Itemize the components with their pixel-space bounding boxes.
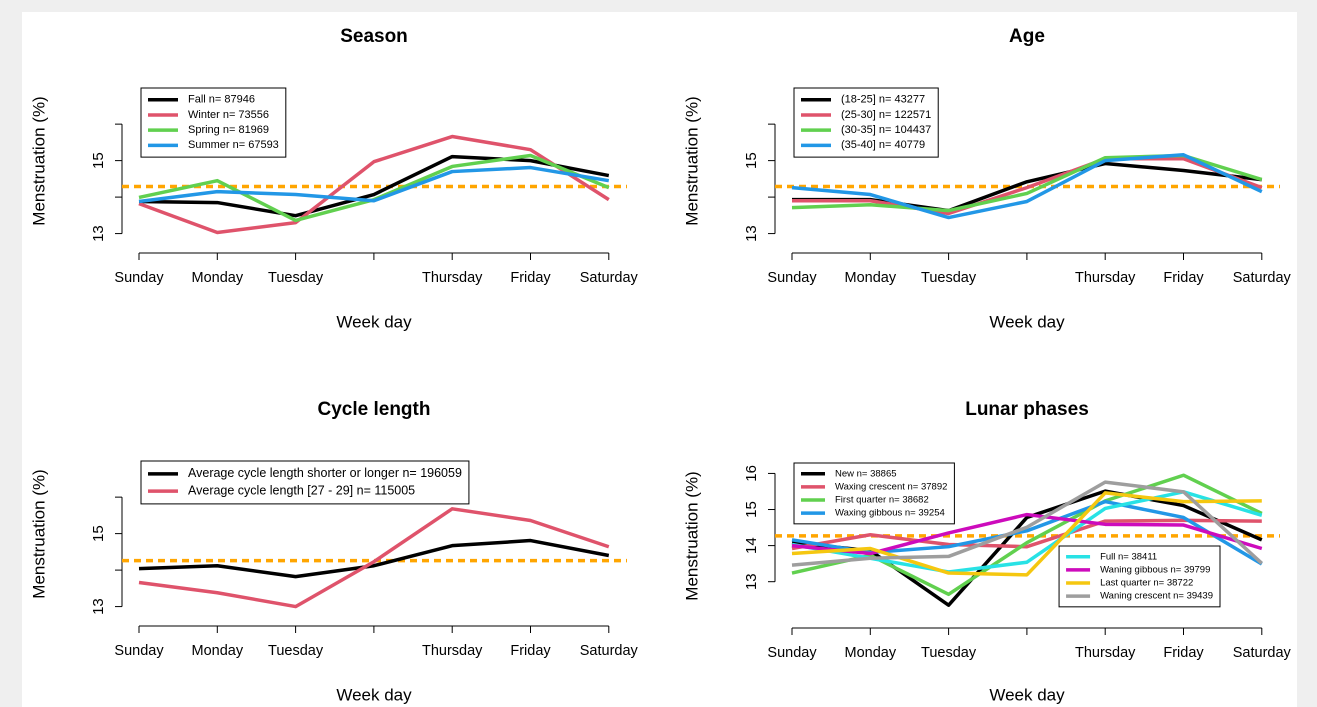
x-tick-label: Tuesday (921, 270, 977, 286)
legend: Fall n= 87946 Winter n= 73556 Spring n= 81… (140, 87, 287, 158)
legend-label: New n= 38865 (835, 468, 897, 479)
legend-label: Waxing crescent n= 37892 (835, 481, 947, 492)
legend-label: Waning crescent n= 39439 (1100, 591, 1213, 602)
y-tick-label: 13 (90, 598, 107, 615)
x-tick-label: Friday (1163, 270, 1204, 286)
legend-label: Average cycle length shorter or longer n… (188, 466, 462, 480)
x-tick-label: Friday (510, 270, 551, 286)
x-tick-label: Sunday (767, 270, 817, 286)
series-line (138, 507, 610, 609)
legend-label: Waning gibbous n= 39799 (1100, 564, 1210, 575)
y-tick-label: 16 (743, 465, 760, 482)
legend: (18-25] n= 43277 (25-30] n= 122571 (30-35]… (793, 87, 939, 158)
legend-label: Spring n= 81969 (188, 124, 269, 136)
x-tick-label: Thursday (1075, 270, 1136, 286)
y-tick-label: 15 (743, 152, 760, 169)
x-tick-label: Tuesday (268, 270, 324, 286)
legend-label: (35-40] n= 40779 (841, 139, 925, 151)
series-line (791, 491, 1262, 577)
series-line (791, 480, 1263, 567)
y-tick-label: 15 (743, 501, 760, 518)
x-axis-title: Week day (336, 312, 412, 331)
x-tick-label: Friday (510, 643, 551, 659)
legend-box (140, 460, 470, 505)
y-axis-title: Menstruation (%) (29, 469, 48, 598)
legend: Average cycle length shorter or longer n… (140, 460, 470, 505)
x-tick-label: Monday (845, 645, 897, 661)
y-tick-label: 13 (743, 573, 760, 590)
y-axis-title: Menstruation (%) (29, 96, 48, 225)
x-tick-label: Saturday (580, 643, 639, 659)
series-line (138, 538, 610, 579)
x-tick-label: Monday (192, 643, 244, 659)
chart-title: Cycle length (318, 399, 431, 420)
series-line (138, 154, 610, 218)
chart-title: Lunar phases (965, 399, 1089, 420)
legend: Full n= 38411 Waning gibbous n= 39799 Last… (1058, 545, 1221, 608)
x-tick-label: Sunday (114, 270, 164, 286)
y-tick-label: 13 (743, 225, 760, 242)
series-line (791, 473, 1263, 597)
legend-label: First quarter n= 38682 (835, 494, 929, 505)
series-line (791, 518, 1262, 551)
series-line (138, 165, 610, 204)
y-tick-label: 15 (90, 152, 107, 169)
x-tick-label: Thursday (422, 643, 483, 659)
x-tick-label: Sunday (114, 643, 164, 659)
chart-title: Age (1009, 26, 1045, 47)
x-axis-title: Week day (336, 685, 412, 704)
x-tick-label: Saturday (580, 270, 639, 286)
x-tick-label: Saturday (1233, 645, 1292, 661)
x-tick-label: Saturday (1233, 270, 1292, 286)
x-tick-label: Thursday (1075, 645, 1136, 661)
legend-label: (30-35] n= 104437 (841, 124, 931, 136)
x-tick-label: Monday (845, 270, 897, 286)
legend-label: Last quarter n= 38722 (1100, 577, 1193, 588)
x-tick-label: Tuesday (921, 645, 977, 661)
legend: New n= 38865 Waxing crescent n= 37892 Firs… (793, 462, 955, 525)
series-line (138, 134, 610, 235)
series-line (791, 512, 1263, 556)
x-tick-label: Thursday (422, 270, 483, 286)
y-axis-title: Menstruation (%) (682, 96, 701, 225)
x-axis-title: Week day (989, 312, 1065, 331)
legend-label: Summer n= 67593 (188, 139, 279, 151)
legend-label: (18-25] n= 43277 (841, 94, 925, 106)
x-axis-title: Week day (989, 685, 1065, 704)
series-line (792, 157, 1263, 216)
legend-label: Full n= 38411 (1100, 551, 1157, 562)
y-tick-label: 15 (90, 525, 107, 542)
x-tick-label: Sunday (767, 645, 817, 661)
y-tick-label: 14 (743, 537, 760, 554)
x-tick-label: Tuesday (268, 643, 324, 659)
series-line (791, 489, 1263, 607)
legend-label: Winter n= 73556 (188, 109, 269, 121)
y-axis-title: Menstruation (%) (682, 471, 701, 600)
series-line (791, 153, 1263, 220)
x-tick-label: Monday (192, 270, 244, 286)
legend-label: (25-30] n= 122571 (841, 109, 931, 121)
legend-label: Waxing gibbous n= 39254 (835, 508, 945, 519)
y-tick-label: 13 (90, 225, 107, 242)
legend-label: Fall n= 87946 (188, 94, 255, 106)
legend-label: Average cycle length [27 - 29] n= 115005 (188, 483, 415, 497)
chart-title: Season (340, 26, 408, 47)
x-tick-label: Friday (1163, 645, 1204, 661)
